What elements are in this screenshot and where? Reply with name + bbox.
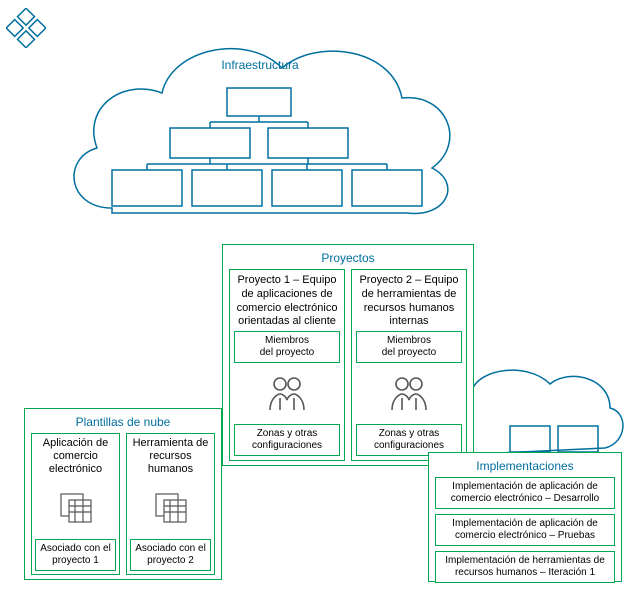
template-2-name: Herramienta de recursos humanos — [130, 437, 211, 477]
project-2-members-label: Miembros del proyecto — [356, 331, 462, 363]
projects-panel: Proyectos Proyecto 1 – Equipo de aplicac… — [222, 244, 474, 466]
project-1-name: Proyecto 1 – Equipo de aplicaciones de c… — [234, 274, 340, 329]
templates-title: Plantillas de nube — [31, 415, 215, 429]
template-2-assoc: Asociado con el proyecto 2 — [130, 539, 211, 571]
infrastructure-title: Infraestructura — [200, 58, 320, 72]
infrastructure-cloud — [52, 8, 472, 243]
project-card-1: Proyecto 1 – Equipo de aplicaciones de c… — [229, 269, 345, 461]
template-1-name: Aplicación de comercio electrónico — [35, 437, 116, 477]
people-icon — [234, 363, 340, 424]
blueprint-icon — [130, 477, 211, 539]
project-1-zones-label: Zonas y otras configuraciones — [234, 424, 340, 456]
template-card-1: Aplicación de comercio electrónico Asoci… — [31, 433, 120, 575]
template-1-assoc: Asociado con el proyecto 1 — [35, 539, 116, 571]
templates-panel: Plantillas de nube Aplicación de comerci… — [24, 408, 222, 580]
project-2-name: Proyecto 2 – Equipo de herramientas de r… — [356, 274, 462, 329]
blueprint-icon — [35, 477, 116, 539]
project-1-members-label: Miembros del proyecto — [234, 331, 340, 363]
people-icon — [356, 363, 462, 424]
deployments-title: Implementaciones — [435, 459, 615, 473]
projects-title: Proyectos — [229, 251, 467, 265]
logo-icon — [6, 8, 46, 48]
deployment-item-1: Implementación de aplicación de comercio… — [435, 477, 615, 509]
deployment-item-2: Implementación de aplicación de comercio… — [435, 514, 615, 546]
project-card-2: Proyecto 2 – Equipo de herramientas de r… — [351, 269, 467, 461]
template-card-2: Herramienta de recursos humanos Asociado… — [126, 433, 215, 575]
deployments-panel: Implementaciones Implementación de aplic… — [428, 452, 622, 582]
deployment-item-3: Implementación de herramientas de recurs… — [435, 551, 615, 583]
